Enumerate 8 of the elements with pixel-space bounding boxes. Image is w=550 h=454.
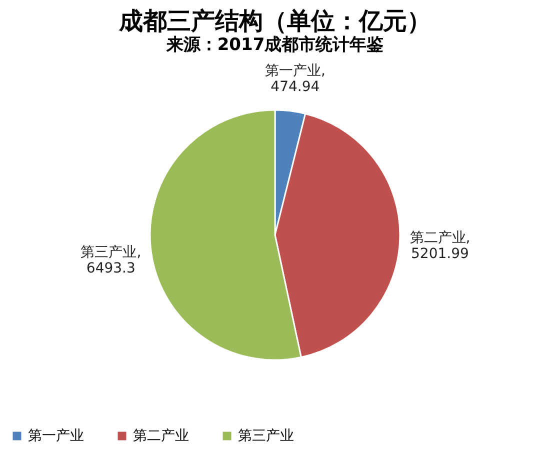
legend-label: 第三产业 xyxy=(238,428,294,444)
legend-label: 第一产业 xyxy=(28,428,84,444)
chart-title: 成都三产结构（单位：亿元） xyxy=(118,7,431,35)
data-label: 第二产业, 5201.99 xyxy=(410,230,470,262)
data-label: 第一产业, 474.94 xyxy=(264,63,326,96)
data-label: 第三产业, 6493.3 xyxy=(80,244,142,276)
legend-label: 第二产业 xyxy=(133,428,189,444)
chart-subtitle: 来源：2017成都市统计年鉴 xyxy=(165,35,384,55)
